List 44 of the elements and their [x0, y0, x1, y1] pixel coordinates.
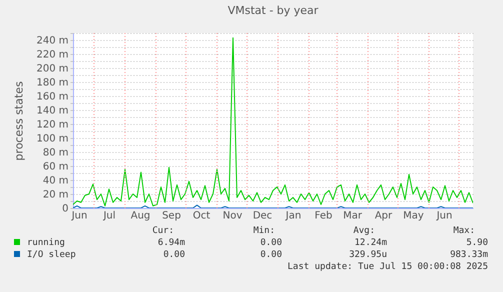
- x-tick-label: May: [403, 210, 424, 222]
- y-tick-label: 140 m: [36, 106, 68, 116]
- y-tick-label: 180 m: [36, 78, 68, 88]
- y-tick-label: 240 m: [36, 36, 68, 46]
- legend-label: running: [27, 238, 65, 248]
- text: Cur:: [152, 226, 174, 236]
- x-tick-label: Sep: [162, 210, 181, 222]
- chart-title: VMstat - by year: [228, 4, 319, 17]
- x-tick-label: Nov: [222, 210, 242, 222]
- x-tick-label: Jun: [70, 210, 88, 222]
- text: Min:: [253, 226, 275, 236]
- y-tick-label: 160 m: [36, 92, 68, 102]
- text: 0.00: [260, 238, 282, 248]
- text: 6.94m: [158, 238, 185, 248]
- y-tick-label: 60 m: [42, 162, 68, 172]
- legend-label: I/O sleep: [27, 250, 76, 260]
- text: Last update: Tue Jul 15 00:00:08 2025: [288, 262, 488, 272]
- y-tick-label: 120 m: [36, 120, 68, 130]
- y-tick-label: 220 m: [36, 50, 68, 60]
- x-tick-label: Dec: [252, 210, 272, 222]
- y-tick-label: 200 m: [36, 64, 68, 74]
- text: Max:: [453, 226, 475, 236]
- x-tick-label: Jul: [102, 210, 116, 222]
- x-tick-label: Feb: [314, 210, 332, 222]
- x-tick-label: Jan: [284, 210, 302, 222]
- y-tick-label: 100 m: [36, 134, 68, 144]
- text: 983.33m: [450, 250, 488, 260]
- x-tick-label: Mar: [343, 210, 363, 222]
- y-tick-label: 40 m: [42, 176, 68, 186]
- y-tick-label: 20 m: [42, 190, 68, 200]
- text: 0.00: [260, 250, 282, 260]
- x-tick-label: Oct: [192, 210, 210, 222]
- text: 12.24m: [354, 238, 387, 248]
- x-tick-label: Jun: [436, 210, 452, 222]
- y-axis-title: process states: [12, 81, 26, 161]
- line-series: [73, 37, 473, 206]
- text: 5.90: [466, 238, 488, 248]
- x-tick-label: Apr: [374, 210, 394, 222]
- text: 329.95u: [349, 250, 387, 260]
- y-tick-label: 0: [62, 204, 68, 214]
- y-tick-label: 80 m: [42, 148, 68, 158]
- x-tick-label: Aug: [130, 210, 150, 222]
- text: 0.00: [163, 250, 185, 260]
- text: Avg:: [353, 226, 375, 236]
